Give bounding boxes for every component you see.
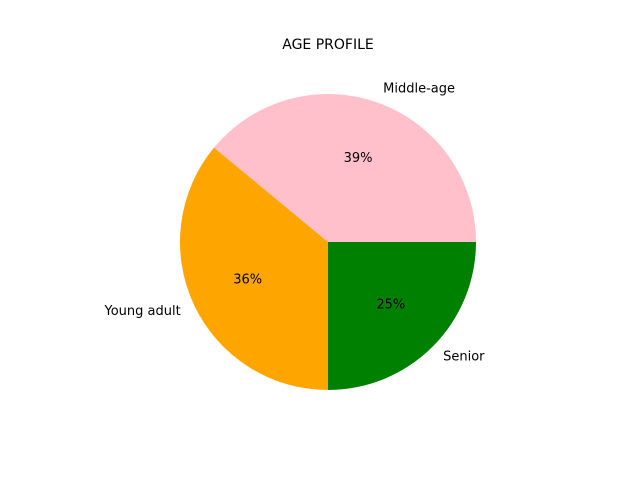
slice-percent-middle-age: 39% [344,151,373,166]
slice-label-senior: Senior [443,350,485,365]
pie-slice-senior [328,242,476,390]
pie-labels: Middle-age 39% Young adult 36% Senior 25% [103,81,485,364]
slice-percent-young-adult: 36% [233,272,262,287]
slice-label-young-adult: Young adult [103,304,180,319]
pie-slices [179,93,476,390]
pie-slice-middle-age [213,93,476,242]
chart-title: AGE PROFILE [282,37,374,53]
slice-label-middle-age: Middle-age [383,81,455,96]
pie-slice-young-adult [179,147,328,390]
slice-percent-senior: 25% [376,297,405,312]
